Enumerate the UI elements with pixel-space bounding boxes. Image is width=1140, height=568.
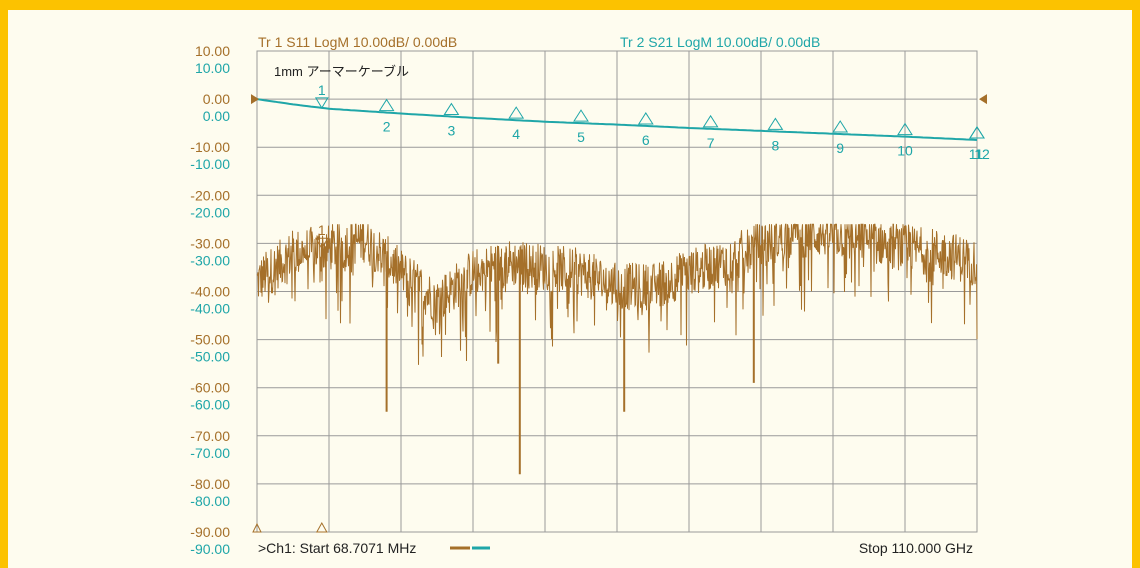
marker-s21-label: 11 bbox=[969, 146, 984, 162]
reference-right-icon bbox=[979, 94, 987, 105]
marker-s21-icon bbox=[767, 117, 784, 130]
ytick-label-s11: -90.00 bbox=[190, 524, 230, 540]
ytick-label-s11: -80.00 bbox=[190, 476, 230, 492]
ytick-label-s11: 10.00 bbox=[195, 43, 230, 59]
ytick-label-s11: -40.00 bbox=[190, 284, 230, 300]
trace-s11-line bbox=[256, 223, 978, 365]
ytick-label-s21: 0.00 bbox=[203, 108, 230, 124]
marker-s21-label: 4 bbox=[512, 126, 520, 142]
ytick-label-s21: -30.00 bbox=[190, 252, 230, 268]
ytick-label-s21: -90.00 bbox=[190, 541, 230, 557]
ytick-label-s11: -20.00 bbox=[190, 187, 230, 203]
ytick-label-s11: -30.00 bbox=[190, 235, 230, 251]
ytick-label-s11: 0.00 bbox=[203, 91, 230, 107]
marker-s21-icon bbox=[314, 97, 329, 109]
marker-s21-label: 1 bbox=[318, 82, 326, 98]
marker-s21-label: 6 bbox=[642, 132, 650, 148]
ytick-label-s11: -60.00 bbox=[190, 380, 230, 396]
stop-frequency: Stop 110.000 GHz bbox=[859, 540, 973, 556]
ytick-label-s21: -80.00 bbox=[190, 493, 230, 509]
marker-s21-label: 2 bbox=[383, 119, 391, 135]
ytick-label-s21: -60.00 bbox=[190, 397, 230, 413]
ytick-label-s21: -20.00 bbox=[190, 204, 230, 220]
marker-s21-icon bbox=[378, 98, 395, 112]
marker-s21-icon bbox=[443, 102, 460, 116]
marker-s21-icon bbox=[969, 126, 985, 139]
marker-s11-label: 1 bbox=[318, 222, 326, 238]
cable-annotation: 1mm アーマーケーブル bbox=[274, 64, 409, 79]
grid bbox=[256, 50, 978, 533]
ytick-label-s11: -70.00 bbox=[190, 428, 230, 444]
marker-s21-icon bbox=[832, 120, 849, 133]
ytick-label-s21: -10.00 bbox=[190, 156, 230, 172]
ytick-label-s21: 10.00 bbox=[195, 60, 230, 76]
bottom-marker-icon bbox=[315, 521, 328, 533]
marker-s21-label: 3 bbox=[448, 123, 456, 139]
trace1-header: Tr 1 S11 LogM 10.00dB/ 0.00dB bbox=[258, 34, 457, 50]
ytick-label-s21: -70.00 bbox=[190, 445, 230, 461]
trace-s11 bbox=[256, 223, 978, 475]
marker-s21-icon bbox=[897, 122, 913, 136]
trace-s21 bbox=[256, 98, 978, 141]
marker-s21-label: 8 bbox=[772, 137, 780, 153]
ytick-label-s21: -40.00 bbox=[190, 301, 230, 317]
marker-s21-icon bbox=[702, 114, 719, 128]
marker-s21-icon bbox=[508, 106, 525, 119]
bottom-reference-icon bbox=[252, 522, 262, 533]
reference-left-icon bbox=[251, 94, 259, 105]
marker-s11-icon bbox=[314, 237, 329, 250]
marker-s21-label: 12 bbox=[974, 146, 990, 162]
marker-s21-label: 9 bbox=[836, 140, 844, 156]
marker-s21-label: 5 bbox=[577, 129, 585, 145]
start-frequency: >Ch1: Start 68.7071 MHz bbox=[258, 540, 416, 556]
marker-s21-label: 10 bbox=[897, 143, 913, 159]
marker-s21-icon bbox=[637, 112, 654, 125]
trace-s21-line bbox=[256, 98, 978, 141]
ytick-label-s21: -50.00 bbox=[190, 349, 230, 365]
marker-s21-icon bbox=[573, 109, 589, 122]
ytick-label-s11: -50.00 bbox=[190, 332, 230, 348]
marker-s21-label: 7 bbox=[707, 135, 715, 151]
ytick-label-s11: -10.00 bbox=[190, 139, 230, 155]
trace2-header: Tr 2 S21 LogM 10.00dB/ 0.00dB bbox=[620, 34, 820, 50]
